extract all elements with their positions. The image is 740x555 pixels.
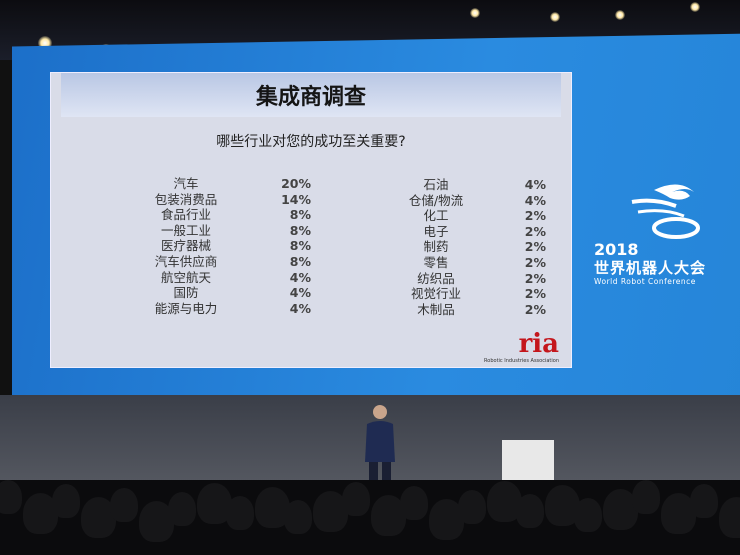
audience-head bbox=[719, 497, 740, 538]
industry-label: 仓储/物流 bbox=[408, 192, 464, 208]
industry-row: 包装消费品 14% bbox=[141, 192, 311, 208]
conference-name-en: World Robot Conference bbox=[594, 277, 696, 286]
stage-light bbox=[690, 2, 700, 12]
industry-percent: 4% bbox=[289, 300, 311, 316]
ria-logo-text: ria bbox=[518, 329, 559, 359]
industry-row: 国防 4% bbox=[141, 285, 311, 301]
industry-label: 汽车供应商 bbox=[154, 253, 218, 269]
conference-year: 2018 bbox=[594, 240, 639, 259]
audience-head bbox=[52, 484, 80, 518]
industry-percent: 8% bbox=[289, 207, 311, 223]
industry-percent: 4% bbox=[524, 177, 546, 192]
industry-label: 纺织品 bbox=[417, 270, 455, 286]
industry-label: 视觉行业 bbox=[410, 286, 461, 302]
ria-logo-subtitle: Robotic Industries Association bbox=[484, 358, 559, 364]
industry-row: 电子 2% bbox=[381, 224, 546, 240]
industry-percent: 2% bbox=[524, 208, 546, 224]
presentation-slide: 集成商调查 哪些行业对您的成功至关重要? 汽车 20% 包装消费品 14% 食品行业 8%… bbox=[50, 72, 572, 368]
industry-percent: 2% bbox=[524, 301, 546, 317]
industry-row: 石油 4% bbox=[381, 177, 546, 193]
industry-label: 医疗器械 bbox=[160, 238, 211, 254]
industry-label: 木制品 bbox=[417, 301, 455, 317]
industry-row: 木制品 2% bbox=[381, 302, 546, 318]
industry-row: 汽车供应商 8% bbox=[141, 254, 311, 270]
audience-head bbox=[0, 480, 22, 514]
industry-row: 化工 2% bbox=[381, 208, 546, 224]
industry-label: 能源与电力 bbox=[154, 300, 218, 316]
stage-light bbox=[470, 8, 480, 18]
audience-head bbox=[168, 492, 196, 526]
industry-label: 制药 bbox=[423, 239, 449, 255]
ria-logo: ria Robotic Industries Association bbox=[484, 330, 559, 365]
industry-label: 电子 bbox=[423, 223, 449, 239]
stage-light bbox=[550, 12, 560, 22]
industry-label: 汽车 bbox=[173, 176, 199, 191]
industry-label: 一般工业 bbox=[160, 222, 211, 238]
robot-swirl-icon bbox=[631, 184, 700, 239]
industry-percent: 4% bbox=[289, 285, 311, 301]
speaker bbox=[365, 405, 395, 497]
industry-row: 视觉行业 2% bbox=[381, 286, 546, 302]
industry-label: 零售 bbox=[423, 254, 449, 270]
industry-percent: 8% bbox=[289, 253, 311, 269]
industry-percent: 2% bbox=[524, 223, 546, 239]
industry-percent: 2% bbox=[524, 270, 546, 286]
audience bbox=[0, 480, 740, 555]
audience-head bbox=[400, 486, 428, 520]
stage-light bbox=[615, 10, 625, 20]
industry-row: 医疗器械 8% bbox=[141, 238, 311, 254]
industry-row: 制药 2% bbox=[381, 239, 546, 255]
conference-name-cn: 世界机器人大会 bbox=[594, 259, 707, 277]
audience-head bbox=[690, 484, 718, 518]
industry-percent: 2% bbox=[524, 286, 546, 302]
industry-list-right: 石油 4% 仓储/物流 4% 化工 2% 电子 2% 制药 2% 零售 2% 纺织品 2% 视觉行业 2% 木制… bbox=[381, 177, 546, 317]
slide-title-bar: 集成商调查 bbox=[61, 73, 561, 117]
industry-label: 国防 bbox=[173, 285, 199, 301]
slide-question: 哪些行业对您的成功至关重要? bbox=[216, 134, 406, 150]
audience-head bbox=[632, 480, 660, 514]
audience-head bbox=[342, 482, 370, 516]
industry-row: 食品行业 8% bbox=[141, 207, 311, 223]
industry-percent: 2% bbox=[524, 239, 546, 255]
industry-percent: 4% bbox=[289, 269, 311, 285]
industry-percent: 8% bbox=[289, 238, 311, 254]
audience-head bbox=[284, 500, 312, 534]
audience-head bbox=[110, 488, 138, 522]
industry-row: 能源与电力 4% bbox=[141, 301, 311, 317]
slide-title: 集成商调查 bbox=[255, 85, 366, 110]
industry-percent: 20% bbox=[281, 176, 311, 191]
industry-label: 石油 bbox=[423, 177, 449, 192]
industry-percent: 2% bbox=[524, 254, 546, 270]
audience-head bbox=[226, 496, 254, 530]
industry-row: 仓储/物流 4% bbox=[381, 193, 546, 209]
conference-logo: 2018 世界机器人大会 World Robot Conference bbox=[594, 180, 706, 287]
audience-head bbox=[458, 490, 486, 524]
industry-percent: 8% bbox=[289, 222, 311, 238]
industry-row: 航空航天 4% bbox=[141, 270, 311, 286]
industry-row: 一般工业 8% bbox=[141, 223, 311, 239]
industry-row: 零售 2% bbox=[381, 255, 546, 271]
industry-label: 包装消费品 bbox=[154, 191, 218, 207]
industry-label: 航空航天 bbox=[160, 269, 211, 285]
industry-percent: 14% bbox=[281, 191, 311, 207]
audience-head bbox=[574, 498, 602, 532]
audience-head bbox=[516, 494, 544, 528]
industry-row: 纺织品 2% bbox=[381, 271, 546, 287]
industry-percent: 4% bbox=[524, 192, 546, 208]
industry-row: 汽车 20% bbox=[141, 176, 311, 192]
industry-list-left: 汽车 20% 包装消费品 14% 食品行业 8% 一般工业 8% 医疗器械 8% 汽车供应商 8% 航空… bbox=[141, 176, 311, 316]
industry-label: 食品行业 bbox=[160, 207, 211, 223]
industry-label: 化工 bbox=[423, 208, 449, 224]
